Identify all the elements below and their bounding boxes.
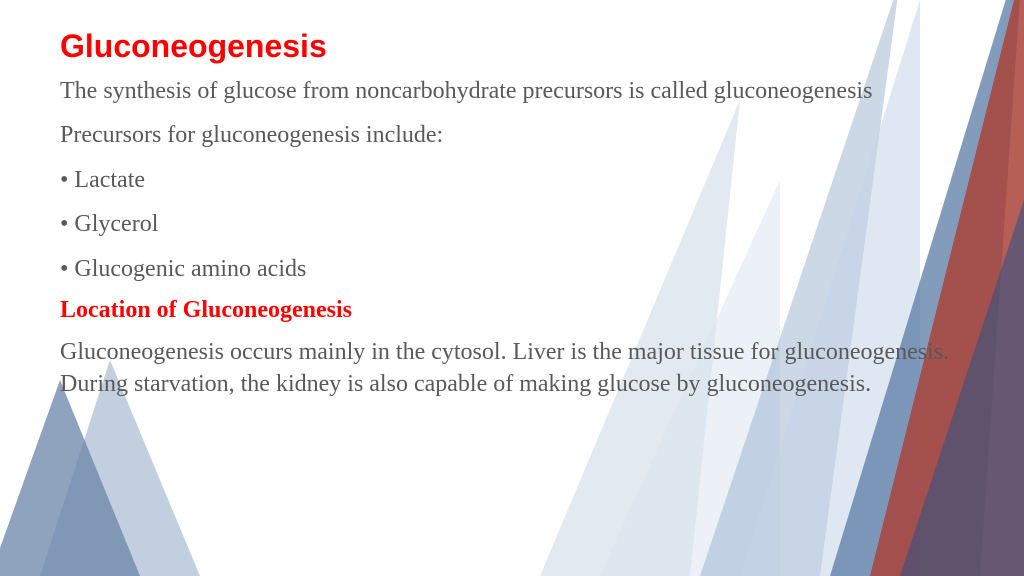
slide-content: Gluconeogenesis The synthesis of glucose… (0, 0, 1024, 401)
page-title: Gluconeogenesis (60, 28, 964, 65)
bullet-item: Glucogenic amino acids (60, 253, 964, 285)
intro-text: The synthesis of glucose from noncarbohy… (60, 75, 964, 107)
bullet-item: Lactate (60, 164, 964, 196)
precursors-label: Precursors for gluconeogenesis include: (60, 119, 964, 151)
bullet-item: Glycerol (60, 208, 964, 240)
location-text: Gluconeogenesis occurs mainly in the cyt… (60, 336, 964, 401)
section-subheading: Location of Gluconeogenesis (60, 297, 964, 324)
